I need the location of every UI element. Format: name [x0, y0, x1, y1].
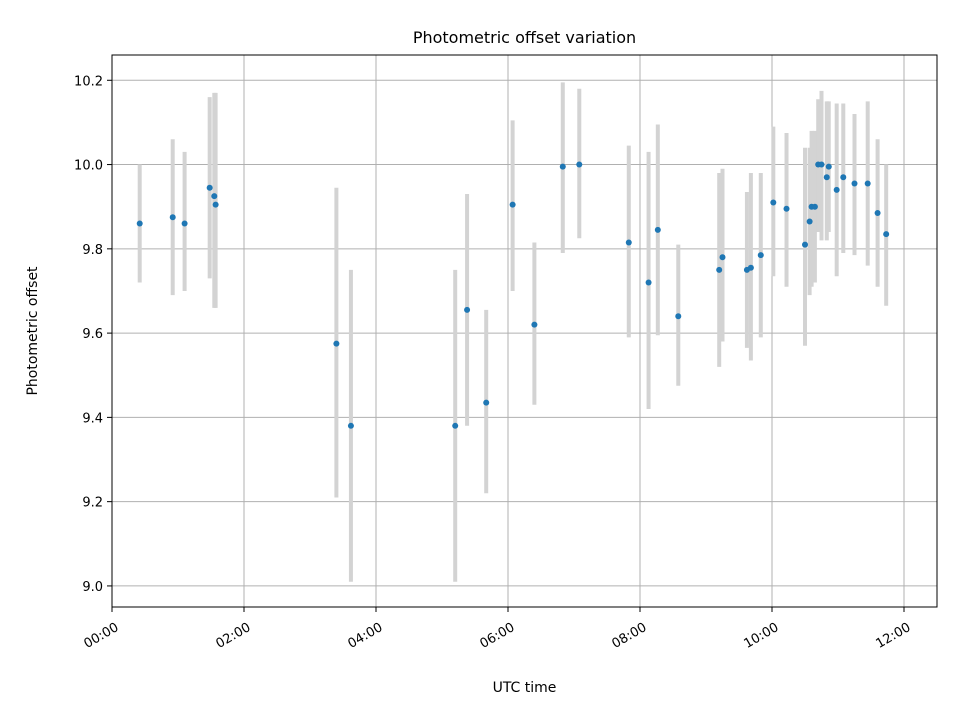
data-point	[747, 264, 754, 271]
data-point	[645, 279, 652, 286]
data-point	[625, 239, 632, 246]
data-point	[825, 163, 832, 170]
data-point	[851, 180, 858, 187]
data-points	[136, 161, 890, 429]
data-point	[347, 422, 354, 429]
y-tick-label: 9.0	[82, 580, 103, 595]
data-point	[833, 186, 840, 193]
data-point	[452, 422, 459, 429]
data-point	[169, 214, 176, 221]
y-axis-label: Photometric offset	[25, 266, 41, 396]
data-point	[864, 180, 871, 187]
y-tick-label: 9.8	[82, 243, 103, 258]
y-tick-label: 10.2	[74, 74, 103, 89]
data-point	[211, 193, 218, 200]
data-point	[806, 218, 813, 225]
data-point	[802, 241, 808, 248]
y-tick-label: 9.2	[82, 496, 103, 511]
data-point	[509, 201, 516, 208]
data-point	[883, 231, 890, 238]
data-point	[675, 313, 682, 320]
data-point	[719, 254, 726, 261]
y-tick-label: 10.0	[74, 159, 103, 174]
data-point	[823, 174, 830, 181]
data-point	[840, 174, 847, 181]
data-point	[654, 226, 661, 233]
data-point	[464, 306, 471, 313]
data-point	[333, 340, 340, 347]
data-point	[811, 203, 818, 210]
data-point	[206, 184, 213, 191]
chart-title: Photometric offset variation	[413, 28, 636, 47]
data-point	[531, 321, 538, 328]
y-tick-label: 9.6	[82, 327, 103, 342]
data-point	[181, 220, 188, 227]
data-point	[559, 163, 566, 170]
plot-frame	[111, 54, 938, 608]
data-point	[212, 201, 219, 208]
data-point	[770, 199, 777, 206]
data-point	[716, 266, 723, 273]
data-point	[483, 399, 490, 406]
data-point	[874, 210, 881, 217]
data-point	[783, 205, 790, 212]
data-point	[757, 252, 764, 259]
y-tick-label: 9.4	[82, 411, 103, 426]
x-axis-label: UTC time	[493, 680, 557, 696]
data-point	[136, 220, 143, 227]
data-point	[818, 161, 825, 168]
data-point	[576, 161, 583, 168]
